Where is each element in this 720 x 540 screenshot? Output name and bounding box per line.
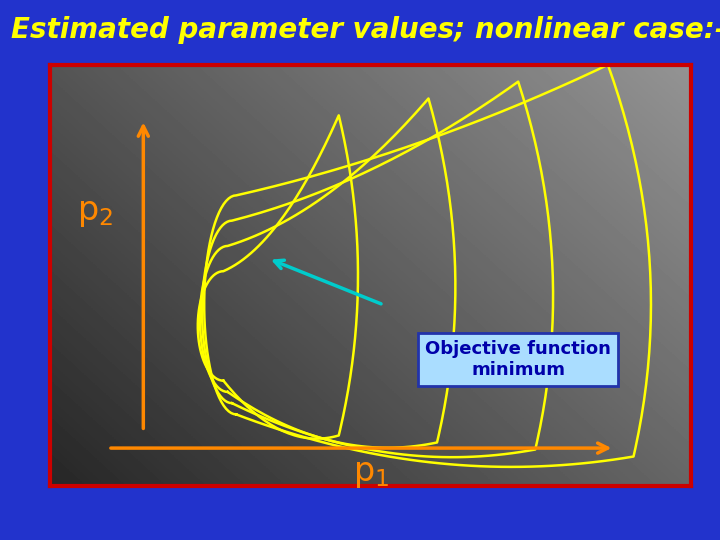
Text: p$_1$: p$_1$ — [353, 457, 389, 490]
Text: Objective function
minimum: Objective function minimum — [426, 340, 611, 379]
Text: Estimated parameter values; nonlinear case:-: Estimated parameter values; nonlinear ca… — [11, 16, 720, 44]
Text: p$_2$: p$_2$ — [77, 195, 113, 229]
